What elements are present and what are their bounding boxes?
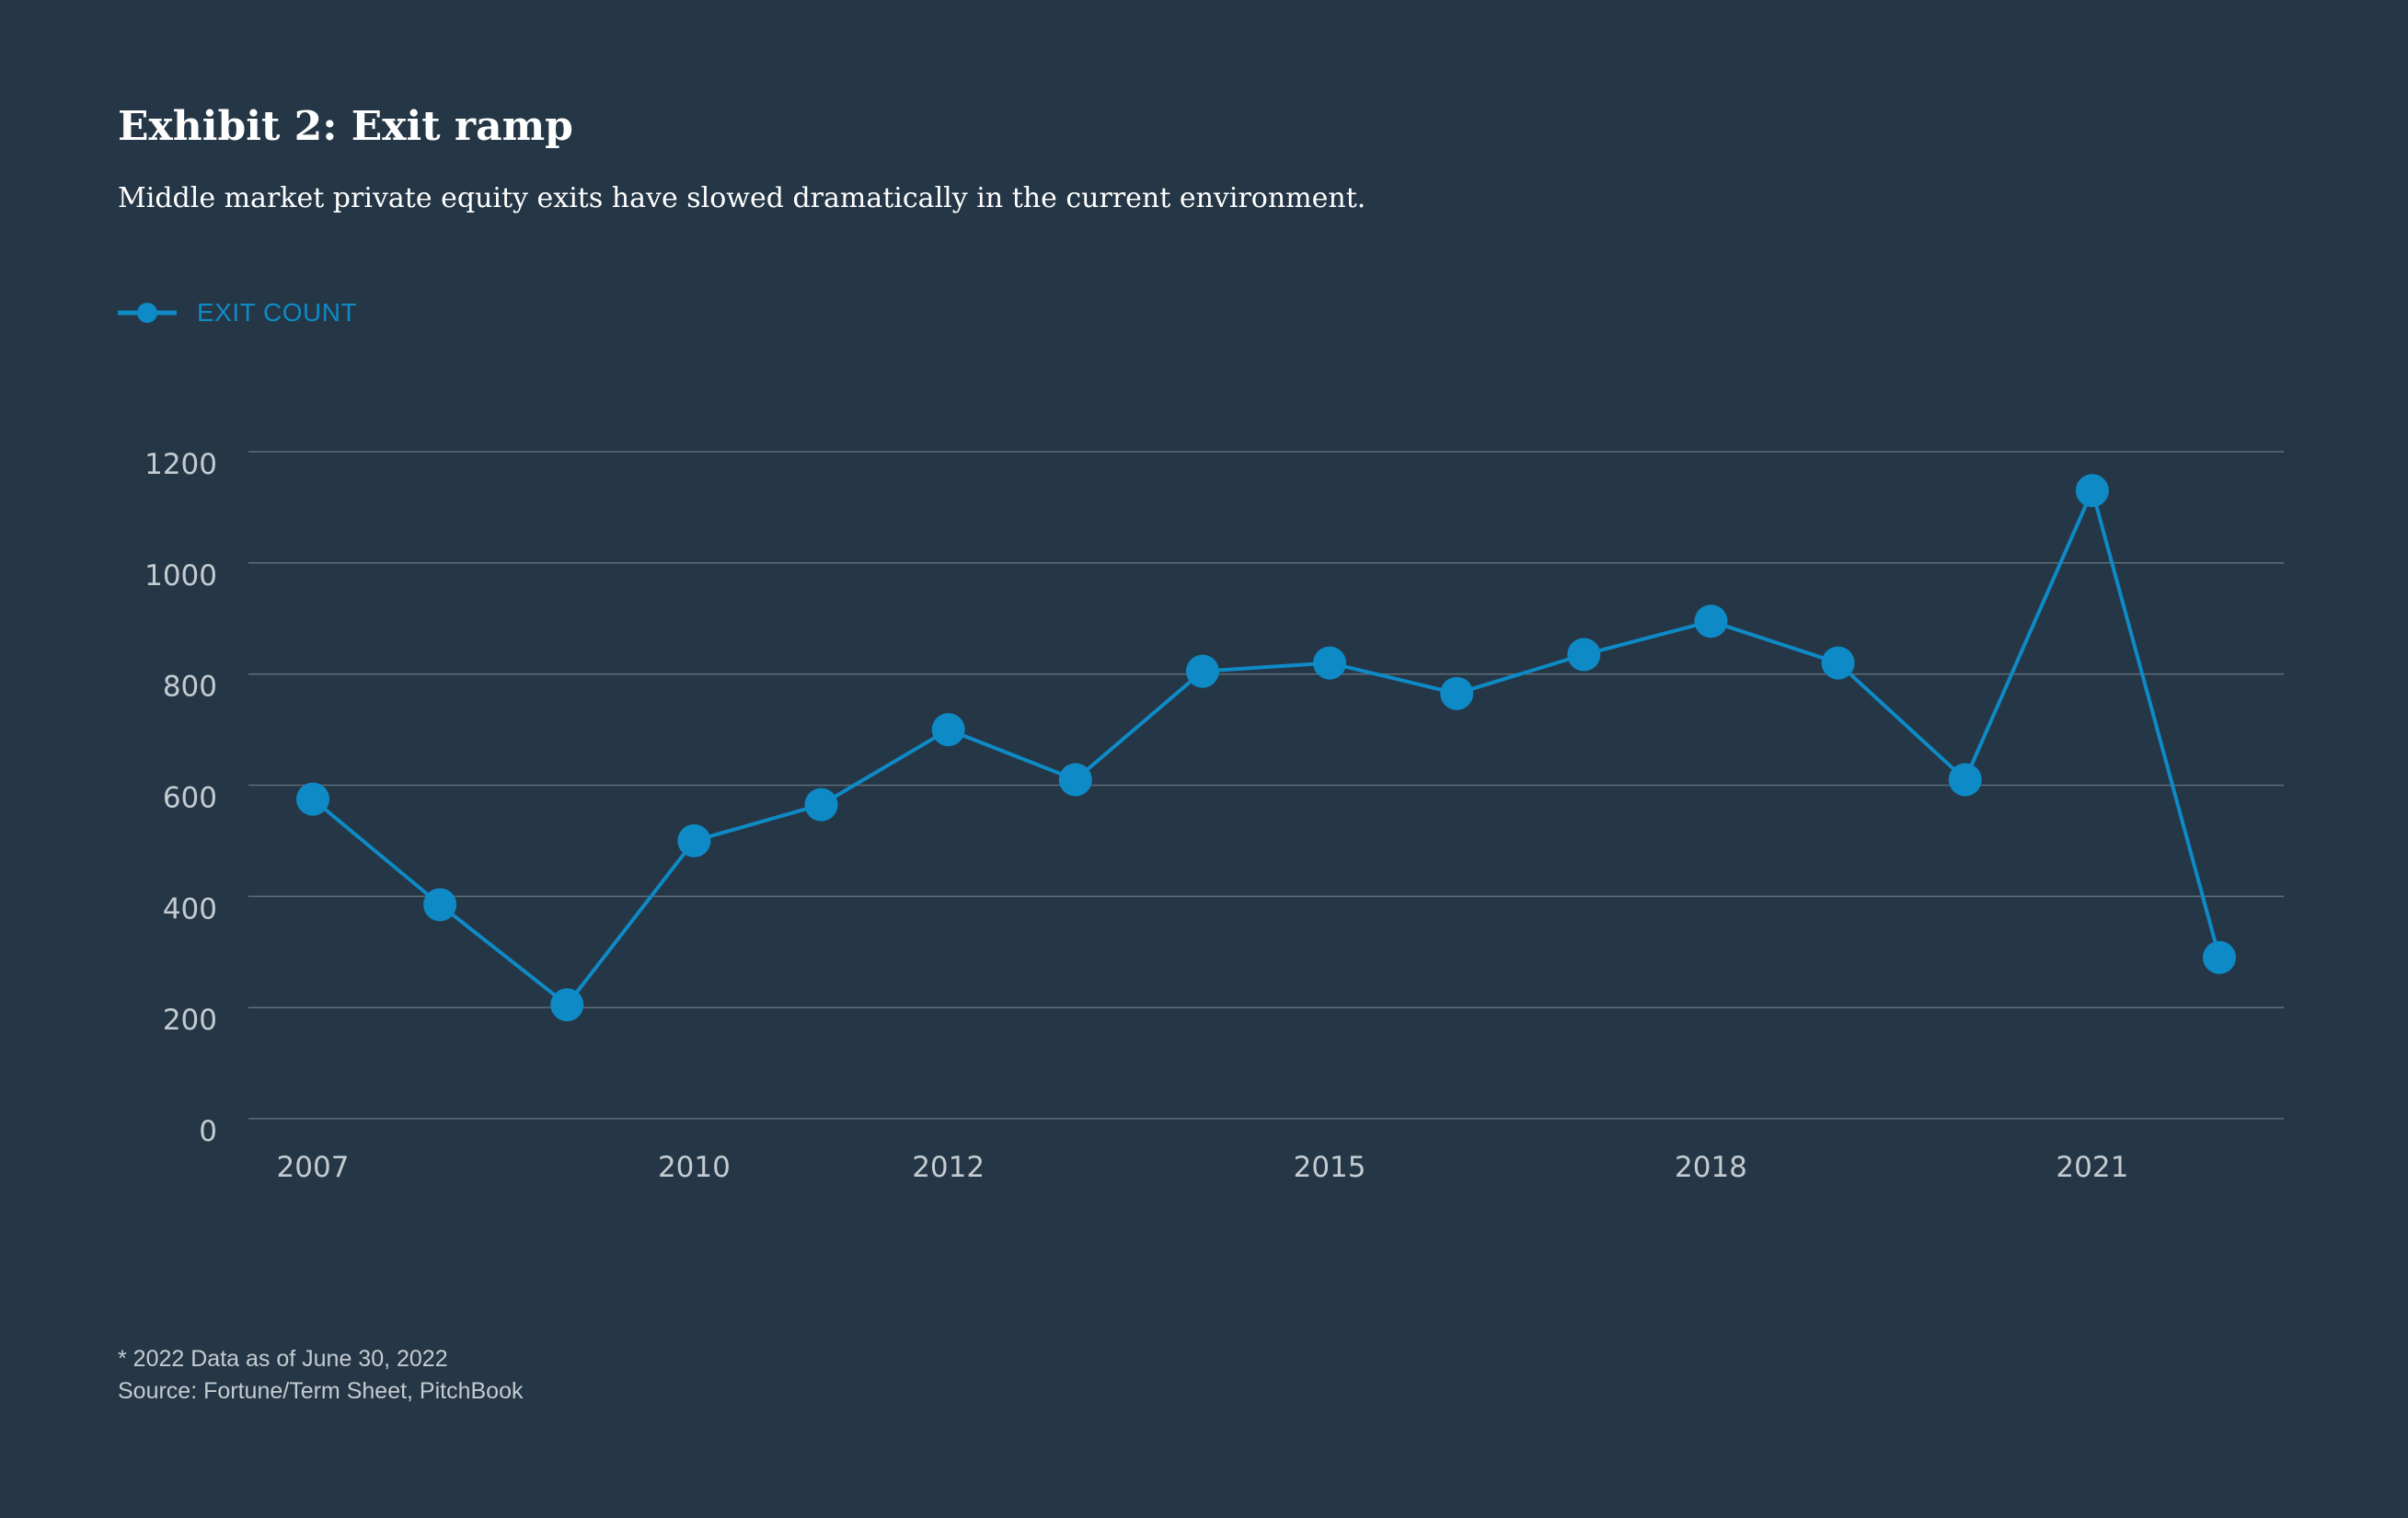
data-point-2016	[1440, 676, 1474, 710]
grid-lines	[248, 451, 2284, 1120]
x-axis-ticks: 2007 2010 2012 2015 2018 2021	[277, 1151, 2129, 1184]
data-point-2012	[931, 713, 965, 747]
data-point-2021	[2075, 474, 2109, 508]
data-point-2022	[2203, 940, 2236, 974]
data-point-2010	[677, 823, 711, 857]
data-point-2008	[423, 888, 457, 922]
x-tick-label-2021: 2021	[2056, 1151, 2128, 1184]
footnote-note: * 2022 Data as of June 30, 2022	[118, 1346, 448, 1372]
data-point-2015	[1313, 646, 1347, 680]
footnote-source: Source: Fortune/Term Sheet, PitchBook	[118, 1378, 524, 1404]
y-tick-label-1000: 1000	[144, 559, 217, 592]
data-point-2009	[550, 988, 584, 1022]
x-tick-label-2015: 2015	[1294, 1151, 1366, 1184]
chart-legend: EXIT COUNT	[118, 294, 357, 331]
chart-title: Exhibit 2: Exit ramp	[118, 103, 573, 150]
data-point-2017	[1567, 638, 1601, 672]
x-tick-label-2018: 2018	[1675, 1151, 1747, 1184]
y-tick-label-600: 600	[163, 782, 217, 815]
y-tick-label-1200: 1200	[144, 448, 217, 481]
data-point-2007	[296, 782, 329, 816]
data-point-2013	[1058, 763, 1092, 797]
data-point-2018	[1694, 604, 1728, 638]
chart-subtitle: Middle market private equity exits have …	[118, 182, 1366, 214]
x-tick-label-2012: 2012	[912, 1151, 985, 1184]
data-point-2011	[804, 788, 838, 822]
y-tick-label-200: 200	[163, 1004, 217, 1037]
series-line-layer	[311, 489, 2221, 1007]
y-tick-label-800: 800	[163, 671, 217, 704]
legend-label-exit-count: EXIT COUNT	[197, 298, 358, 327]
y-tick-label-0: 0	[199, 1115, 217, 1148]
y-tick-label-400: 400	[163, 892, 217, 926]
x-tick-label-2007: 2007	[277, 1151, 350, 1184]
legend-line-marker-icon	[118, 303, 177, 323]
y-axis-ticks: 0 200 400 600 800 1000 1200	[144, 448, 217, 1148]
data-point-2019	[1821, 646, 1855, 680]
data-point-2014	[1185, 654, 1219, 688]
x-tick-label-2010: 2010	[658, 1151, 731, 1184]
data-point-2020	[1948, 763, 1982, 797]
series-line-exit-count	[311, 489, 2221, 1007]
data-points	[296, 474, 2236, 1022]
footnotes: * 2022 Data as of June 30, 2022 Source: …	[118, 1343, 524, 1408]
